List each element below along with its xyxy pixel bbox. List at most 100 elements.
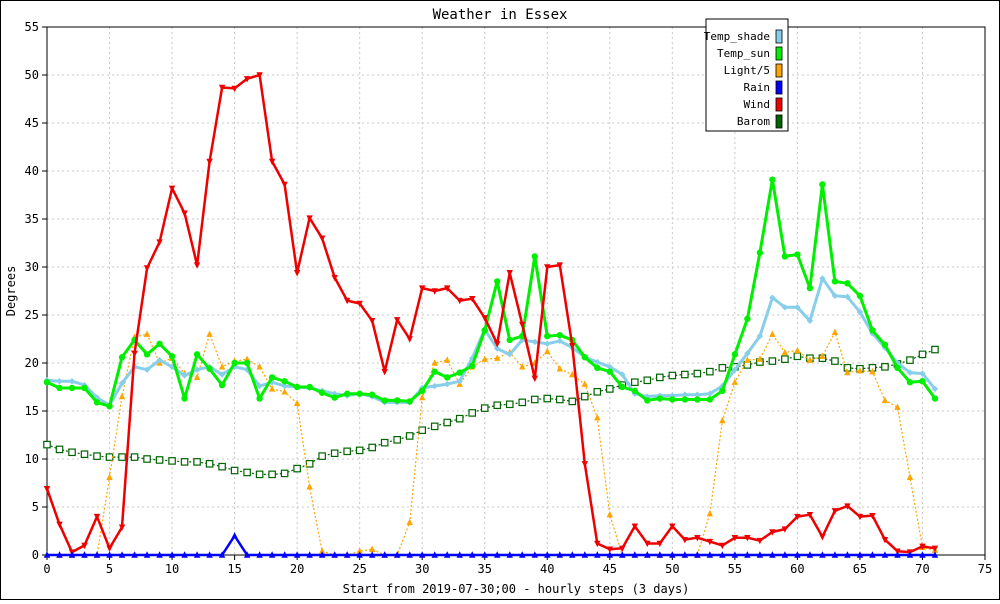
barom-point	[718, 364, 727, 372]
rain-point	[656, 551, 664, 558]
barom-point	[605, 385, 614, 393]
wind-point	[869, 512, 876, 520]
rain-point	[431, 551, 438, 558]
light-5-point	[869, 367, 876, 375]
light-5-point	[318, 547, 326, 554]
temp-shade-point	[856, 308, 864, 316]
wind-point	[293, 270, 301, 277]
tick-labels: 0 5 10 15 20 25 30 35 40 45 50 55 60 65 70 75 0 5 10 15 20 25…	[25, 20, 993, 576]
temp-sun-point	[681, 396, 689, 403]
temp-sun-point	[844, 280, 851, 287]
temp-sun-point	[531, 253, 538, 260]
temp-sun-point	[356, 390, 363, 397]
temp-sun-point	[706, 396, 714, 403]
light-5-point	[906, 473, 914, 480]
temp-sun-point	[268, 374, 276, 381]
barom-point	[130, 453, 139, 461]
barom-point	[55, 445, 64, 454]
temp-sun-point	[256, 395, 263, 402]
legend-swatch-barom	[775, 114, 783, 129]
temp-shade-point	[156, 356, 163, 364]
rain-point	[919, 551, 926, 558]
rain-point	[506, 551, 513, 558]
rain-point	[181, 551, 188, 558]
temp-sun-point	[881, 341, 889, 348]
series-rain	[43, 532, 939, 558]
rain-point	[393, 551, 401, 558]
y-tick-label: 50	[25, 68, 39, 82]
temp-sun-point	[343, 390, 351, 397]
temp-sun-point	[869, 327, 876, 334]
light-5-point	[143, 330, 151, 337]
rain-point	[218, 551, 226, 558]
wind-point	[306, 215, 313, 222]
rain-point	[81, 551, 88, 558]
barom-point	[93, 452, 101, 460]
temp-shade-point	[744, 350, 751, 357]
barom-point	[681, 370, 689, 379]
rain-point	[331, 551, 338, 558]
legend-box	[705, 18, 789, 132]
wind-point	[656, 540, 664, 548]
rain-point	[931, 551, 939, 558]
barom-point	[768, 357, 777, 365]
y-tick-label: 10	[25, 452, 39, 466]
barom-point	[918, 350, 927, 359]
light-5-point	[731, 378, 739, 385]
wind-point	[106, 545, 113, 552]
wind-point	[206, 158, 213, 166]
temp-sun-point	[756, 249, 764, 256]
temp-shade-point	[794, 304, 801, 311]
temp-sun-point	[931, 395, 939, 402]
x-tick-label: 0	[43, 562, 50, 576]
temp-sun-point	[731, 351, 739, 358]
barom-point	[631, 378, 639, 387]
plot-border	[46, 26, 986, 556]
wind-point	[381, 368, 388, 376]
x-tick-label: 10	[165, 562, 179, 576]
y-tick-label: 15	[25, 404, 39, 418]
temp-sun-point	[594, 364, 601, 371]
wind-point	[844, 503, 851, 510]
light-5-point	[594, 414, 601, 421]
temp-shade-point	[844, 293, 851, 300]
x-tick-label: 55	[728, 562, 742, 576]
barom-point	[218, 462, 226, 471]
temp-sun-point	[906, 379, 914, 386]
temp-shade-point	[694, 391, 701, 398]
temp-shade-point	[681, 391, 689, 398]
temp-sun-point	[318, 389, 326, 396]
temp-sun-point	[406, 398, 413, 405]
rain-point	[769, 551, 776, 558]
barom-point	[543, 394, 552, 403]
barom-point	[118, 453, 126, 461]
barom-point	[355, 446, 364, 455]
temp-sun-point	[281, 378, 288, 385]
rain-point	[343, 551, 351, 558]
temp-shade-point	[731, 366, 739, 373]
barom-point	[380, 438, 389, 447]
wind-point	[343, 297, 351, 305]
temp-shade-point	[494, 345, 501, 352]
wind-point	[519, 321, 526, 329]
wind-point	[706, 538, 714, 546]
light-5-point	[744, 356, 751, 363]
barom-point	[656, 373, 664, 382]
barom-point	[643, 376, 652, 385]
barom-point	[255, 470, 264, 479]
temp-shade-point	[819, 275, 826, 282]
y-tick-label: 45	[25, 116, 39, 130]
wind-point	[168, 185, 176, 192]
series-temp-sun	[43, 176, 939, 410]
barom-point	[480, 404, 489, 412]
rain-point	[444, 551, 451, 558]
barom-point	[568, 397, 577, 406]
x-tick-label: 75	[978, 562, 992, 576]
temp-sun-point	[143, 351, 151, 358]
wind-point	[669, 523, 676, 530]
rain-point	[556, 551, 563, 558]
temp-shade-point	[781, 304, 789, 311]
x-tick-label: 30	[415, 562, 429, 576]
wind-point	[131, 350, 138, 358]
rain-point	[306, 551, 313, 558]
